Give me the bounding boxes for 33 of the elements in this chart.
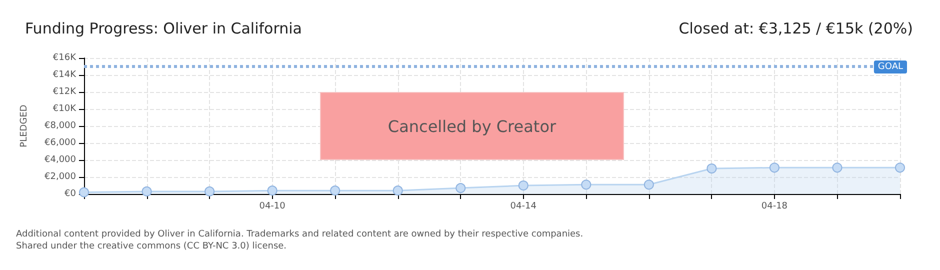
y-tick-label: €16K [52,53,78,63]
notice-banner: Cancelled by Creator [320,92,624,160]
point [832,162,842,173]
ref-line-label: GOAL [878,62,903,72]
y-tick-label: €10K [52,104,78,114]
x-tick-label: 04-14 [510,202,537,212]
y-tick-label: €0 [64,189,76,199]
y-tick-label: €6,000 [44,138,76,148]
point [142,186,152,196]
y-axis-title: PLEDGED [20,104,30,148]
point [267,186,278,196]
point [79,187,89,198]
point [518,180,528,190]
y-tick-label: €2,000 [44,172,76,182]
point [456,183,466,194]
text: Shared under the creative commons (CC BY-NC 3.0) license. [16,242,287,252]
y-tick-label: €4,000 [44,155,76,165]
point [706,164,717,174]
chart-title: Funding Progress: Oliver in California [25,20,302,38]
point [769,162,780,173]
point [644,180,654,190]
point [581,180,592,190]
text: Additional content provided by Oliver in California. Trademarks and related content are owned by their respective companies. [16,230,584,240]
y-tick-label: €8,000 [44,121,76,131]
y-tick-label: €12K [52,87,78,97]
point [392,186,403,196]
x-tick-label: 04-18 [761,202,788,212]
chart-subtitle: Closed at: €3,125 / €15k (20%) [678,20,914,38]
x-tick-label: 04-10 [259,202,286,212]
point [330,186,340,196]
y-tick-label: €14K [52,70,78,80]
point [204,186,215,196]
point [895,162,905,173]
